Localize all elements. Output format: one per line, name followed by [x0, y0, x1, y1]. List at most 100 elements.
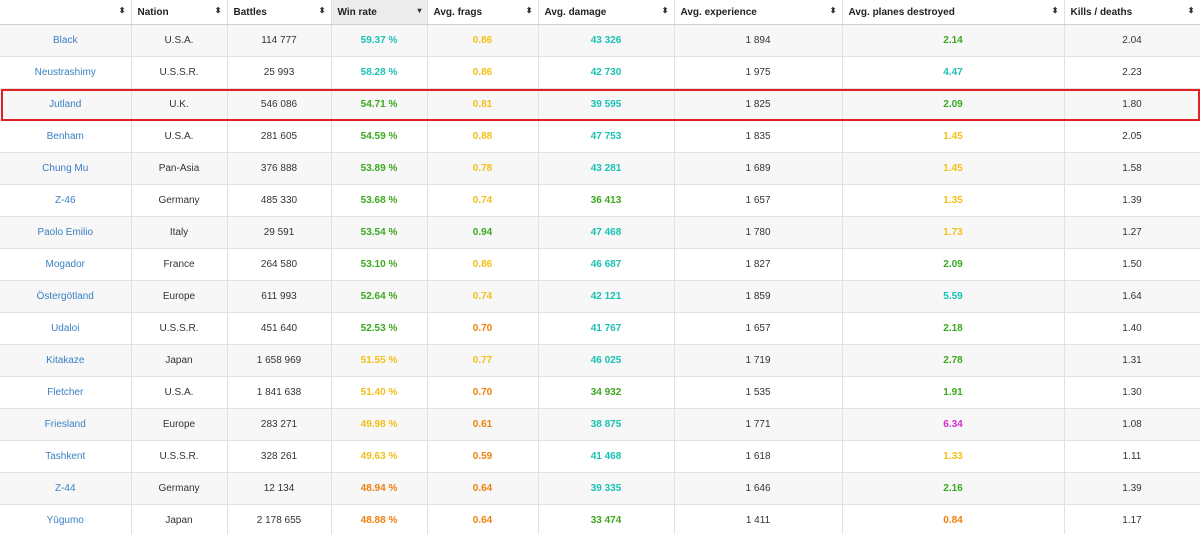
ship-name-cell[interactable]: Jutland — [0, 88, 132, 121]
avg-experience-cell: 1 657 — [674, 184, 843, 217]
kills-deaths-cell: 2.23 — [1064, 56, 1200, 89]
kills-deaths-cell: 1.11 — [1064, 440, 1200, 473]
avg-planes-destroyed-cell: 2.09 — [842, 248, 1065, 281]
ship-link[interactable]: Neustrashimy — [34, 67, 96, 78]
ship-name-cell[interactable]: Tashkent — [0, 440, 132, 473]
avg-damage-cell: 41 767 — [538, 312, 675, 345]
avg-frags-cell: 0.81 — [427, 88, 539, 121]
avg-planes-destroyed-cell: 2.16 — [842, 472, 1065, 505]
ship-name-cell[interactable]: Östergötland — [0, 280, 132, 313]
ship-link[interactable]: Yūgumo — [46, 515, 84, 526]
ship-link[interactable]: Kitakaze — [46, 355, 85, 366]
column-header-kills-deaths[interactable]: Kills / deaths ⬍ — [1064, 0, 1200, 25]
ship-link[interactable]: Friesland — [44, 419, 86, 430]
table-row: Östergötland Europe 611 993 52.64 % 0.74 42 1… — [0, 280, 1200, 313]
avg-damage-cell: 42 730 — [538, 56, 675, 89]
avg-experience-cell: 1 411 — [674, 504, 843, 534]
ship-link[interactable]: Z-46 — [54, 195, 76, 206]
win-rate-cell: 59.37 % — [331, 24, 428, 57]
sort-icon[interactable]: ⬍ — [318, 6, 326, 15]
ship-name-cell[interactable]: Udaloi — [0, 312, 132, 345]
ship-name-cell[interactable]: Neustrashimy — [0, 56, 132, 89]
kills-deaths-cell: 1.39 — [1064, 472, 1200, 505]
nation-cell: Italy — [131, 216, 228, 249]
avg-frags-cell: 0.74 — [427, 280, 539, 313]
kills-deaths-cell: 2.04 — [1064, 24, 1200, 57]
avg-experience-cell: 1 780 — [674, 216, 843, 249]
avg-planes-destroyed-cell: 1.33 — [842, 440, 1065, 473]
ship-link[interactable]: Paolo Emilio — [37, 227, 94, 238]
ship-link[interactable]: Jutland — [49, 99, 82, 110]
column-header-label: Battles — [233, 6, 267, 18]
ship-name-cell[interactable]: Paolo Emilio — [0, 216, 132, 249]
table-row: Chung Mu Pan-Asia 376 888 53.89 % 0.78 43 281… — [0, 152, 1200, 185]
ship-link[interactable]: Benham — [46, 131, 84, 142]
ship-link[interactable]: Black — [53, 35, 78, 46]
sort-icon[interactable]: ⬍ — [214, 6, 222, 15]
ship-name-cell[interactable]: Kitakaze — [0, 344, 132, 377]
ship-name-cell[interactable]: Z-44 — [0, 472, 132, 505]
kills-deaths-cell: 1.50 — [1064, 248, 1200, 281]
ship-name-cell[interactable]: Benham — [0, 120, 132, 153]
ship-name-cell[interactable]: Friesland — [0, 408, 132, 441]
avg-planes-destroyed-cell: 2.18 — [842, 312, 1065, 345]
avg-experience-cell: 1 975 — [674, 56, 843, 89]
column-header-avg-planes-destroyed[interactable]: Avg. planes destroyed ⬍ — [842, 0, 1065, 25]
ship-name-cell[interactable]: Chung Mu — [0, 152, 132, 185]
avg-frags-cell: 0.86 — [427, 248, 539, 281]
nation-cell: Pan-Asia — [131, 152, 228, 185]
sort-desc-icon[interactable]: ▾ — [417, 6, 422, 15]
nation-cell: U.S.S.R. — [131, 440, 228, 473]
win-rate-cell: 53.89 % — [331, 152, 428, 185]
column-header-avg-experience[interactable]: Avg. experience ⬍ — [674, 0, 843, 25]
ship-link[interactable]: Tashkent — [45, 451, 86, 462]
ship-link[interactable]: Fletcher — [47, 387, 84, 398]
kills-deaths-cell: 1.39 — [1064, 184, 1200, 217]
column-header-battles[interactable]: Battles ⬍ — [227, 0, 332, 25]
kills-deaths-cell: 1.27 — [1064, 216, 1200, 249]
table-row: Neustrashimy U.S.S.R. 25 993 58.28 % 0.86 42 … — [0, 56, 1200, 89]
sort-icon[interactable]: ⬍ — [829, 6, 837, 15]
column-header-avg-frags[interactable]: Avg. frags ⬍ — [427, 0, 539, 25]
kills-deaths-cell: 1.17 — [1064, 504, 1200, 534]
table-row: Kitakaze Japan 1 658 969 51.55 % 0.77 46 025 1… — [0, 344, 1200, 377]
table-row: Benham U.S.A. 281 605 54.59 % 0.88 47 753 1 83… — [0, 120, 1200, 153]
sort-icon[interactable]: ⬍ — [1187, 6, 1195, 15]
nation-cell: U.S.A. — [131, 376, 228, 409]
column-header-label: Avg. planes destroyed — [848, 6, 955, 18]
table-row: Paolo Emilio Italy 29 591 53.54 % 0.94 47 468… — [0, 216, 1200, 249]
avg-experience-cell: 1 894 — [674, 24, 843, 57]
ship-name-cell[interactable]: Z-46 — [0, 184, 132, 217]
table-header-row: ⬍ Nation ⬍ Battles ⬍ Win rate ▾ Avg. frags ⬍ Avg.… — [0, 0, 1200, 25]
avg-frags-cell: 0.70 — [427, 312, 539, 345]
sort-icon[interactable]: ⬍ — [661, 6, 669, 15]
ship-link[interactable]: Z-44 — [54, 483, 76, 494]
sort-icon[interactable]: ⬍ — [118, 6, 126, 15]
ship-link[interactable]: Chung Mu — [42, 163, 89, 174]
ship-link[interactable]: Östergötland — [36, 291, 94, 302]
ship-link[interactable]: Mogador — [45, 259, 85, 270]
ship-name-cell[interactable]: Mogador — [0, 248, 132, 281]
table-row: Tashkent U.S.S.R. 328 261 49.63 % 0.59 41 468… — [0, 440, 1200, 473]
column-header-avg-damage[interactable]: Avg. damage ⬍ — [538, 0, 675, 25]
win-rate-cell: 53.10 % — [331, 248, 428, 281]
column-header-win-rate[interactable]: Win rate ▾ — [331, 0, 428, 25]
ship-name-cell[interactable]: Yūgumo — [0, 504, 132, 534]
ship-name-cell[interactable]: Fletcher — [0, 376, 132, 409]
battles-cell: 328 261 — [227, 440, 332, 473]
sort-icon[interactable]: ⬍ — [525, 6, 533, 15]
column-header-ship[interactable]: ⬍ — [0, 0, 132, 25]
sort-icon[interactable]: ⬍ — [1051, 6, 1059, 15]
ship-link[interactable]: Udaloi — [51, 323, 80, 334]
kills-deaths-cell: 1.40 — [1064, 312, 1200, 345]
column-header-label: Avg. experience — [680, 6, 757, 18]
win-rate-cell: 49.63 % — [331, 440, 428, 473]
avg-experience-cell: 1 689 — [674, 152, 843, 185]
win-rate-cell: 49.98 % — [331, 408, 428, 441]
column-header-nation[interactable]: Nation ⬍ — [131, 0, 228, 25]
ship-name-cell[interactable]: Black — [0, 24, 132, 57]
nation-cell: Japan — [131, 344, 228, 377]
battles-cell: 283 271 — [227, 408, 332, 441]
